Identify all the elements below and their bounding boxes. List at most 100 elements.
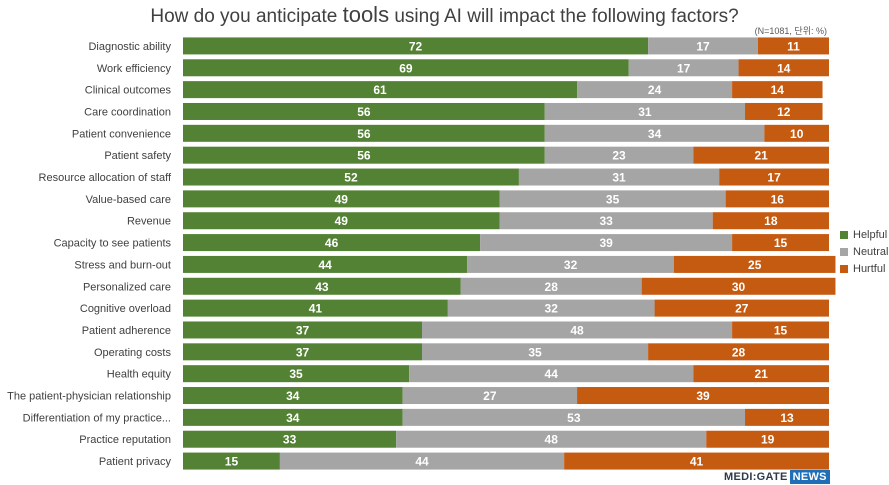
value-label-helpful-patient-convenience: 56	[357, 127, 371, 141]
bar-hurtful-stress-and-burn-out	[673, 255, 836, 273]
bar-hurtful-practice-reputation	[706, 430, 829, 448]
legend-item-hurtful: Hurtful	[840, 260, 888, 277]
value-label-neutral-health-equity: 44	[545, 367, 559, 381]
value-label-helpful-work-efficiency: 69	[399, 61, 413, 75]
bar-hurtful-patient-convenience	[764, 124, 829, 142]
value-label-neutral-capacity-to-see-patients: 39	[599, 236, 613, 250]
value-label-helpful-health-equity: 35	[289, 367, 303, 381]
legend-item-neutral: Neutral	[840, 243, 888, 260]
value-label-hurtful-cognitive-overload: 27	[735, 302, 749, 316]
bar-hurtful-diagnostic-ability	[757, 37, 829, 55]
value-label-neutral-stress-and-burn-out: 32	[564, 258, 578, 272]
category-label-value-based-care: Value-based care	[86, 194, 171, 206]
bar-helpful-revenue	[183, 212, 500, 230]
value-label-neutral-resource-allocation-of-staff: 31	[612, 171, 626, 185]
bar-neutral-health-equity	[409, 365, 694, 383]
bar-neutral-capacity-to-see-patients	[480, 234, 733, 252]
value-label-helpful-practice-reputation: 33	[283, 433, 297, 447]
bar-neutral-operating-costs	[422, 343, 649, 361]
category-label-practice-reputation: Practice reputation	[79, 434, 171, 446]
value-label-neutral-the-patient-physician-relationship: 27	[483, 389, 497, 403]
bar-helpful-work-efficiency	[183, 59, 629, 77]
value-label-hurtful-care-coordination: 12	[777, 105, 791, 119]
value-label-hurtful-resource-allocation-of-staff: 17	[767, 171, 781, 185]
chart-title-emphasis: tools	[342, 2, 390, 27]
bar-hurtful-patient-adherence	[732, 321, 829, 339]
value-label-helpful-cognitive-overload: 41	[309, 302, 323, 316]
value-label-neutral-value-based-care: 35	[606, 192, 620, 206]
bar-hurtful-health-equity	[693, 365, 829, 383]
bar-hurtful-differentiation-of-my-practice	[745, 408, 829, 426]
bar-hurtful-revenue	[712, 212, 829, 230]
bar-hurtful-patient-privacy	[564, 452, 829, 470]
legend-item-helpful: Helpful	[840, 226, 888, 243]
value-label-hurtful-practice-reputation: 19	[761, 433, 775, 447]
value-label-hurtful-value-based-care: 16	[771, 192, 785, 206]
bar-helpful-care-coordination	[183, 102, 545, 120]
bar-neutral-the-patient-physician-relationship	[402, 387, 578, 405]
bar-hurtful-operating-costs	[648, 343, 829, 361]
value-label-hurtful-diagnostic-ability: 11	[787, 39, 800, 53]
value-label-hurtful-health-equity: 21	[754, 367, 768, 381]
value-label-hurtful-revenue: 18	[764, 214, 778, 228]
category-label-clinical-outcomes: Clinical outcomes	[85, 85, 172, 97]
chart-subtitle: (N=1081, 단위: %)	[754, 26, 827, 36]
value-label-helpful-resource-allocation-of-staff: 52	[344, 171, 358, 185]
bar-helpful-the-patient-physician-relationship	[183, 387, 403, 405]
category-label-resource-allocation-of-staff: Resource allocation of staff	[39, 172, 172, 184]
category-label-cognitive-overload: Cognitive overload	[80, 303, 171, 315]
bar-helpful-cognitive-overload	[183, 299, 448, 317]
value-label-hurtful-operating-costs: 28	[732, 345, 746, 359]
chart-title-part-3: using AI will impact the following facto…	[389, 6, 739, 27]
bar-helpful-personalized-care	[183, 277, 461, 295]
legend-swatch-hurtful	[840, 264, 848, 273]
legend-label-neutral: Neutral	[853, 245, 889, 258]
value-label-helpful-differentiation-of-my-practice: 34	[286, 411, 300, 425]
bar-neutral-patient-privacy	[279, 452, 565, 470]
category-label-revenue: Revenue	[127, 216, 171, 228]
bar-neutral-cognitive-overload	[447, 299, 655, 317]
bar-helpful-operating-costs	[183, 343, 423, 361]
bar-helpful-patient-safety	[183, 146, 545, 164]
bar-neutral-patient-adherence	[422, 321, 733, 339]
category-label-patient-privacy: Patient privacy	[99, 456, 172, 468]
value-label-helpful-personalized-care: 43	[315, 280, 329, 294]
bar-neutral-personalized-care	[460, 277, 642, 295]
value-label-helpful-diagnostic-ability: 72	[409, 39, 423, 53]
bar-neutral-practice-reputation	[396, 430, 707, 448]
category-label-differentiation-of-my-practice: Differentiation of my practice...	[23, 412, 171, 424]
value-label-neutral-operating-costs: 35	[528, 345, 542, 359]
bar-hurtful-the-patient-physician-relationship	[577, 387, 829, 405]
category-label-patient-convenience: Patient convenience	[72, 128, 171, 140]
category-label-personalized-care: Personalized care	[83, 281, 171, 293]
value-label-neutral-differentiation-of-my-practice: 53	[567, 411, 581, 425]
bar-neutral-revenue	[499, 212, 713, 230]
value-label-neutral-personalized-care: 28	[545, 280, 559, 294]
bar-helpful-health-equity	[183, 365, 410, 383]
value-label-neutral-patient-adherence: 48	[570, 323, 584, 337]
bar-hurtful-cognitive-overload	[654, 299, 829, 317]
bar-hurtful-personalized-care	[641, 277, 836, 295]
category-label-diagnostic-ability: Diagnostic ability	[88, 41, 171, 53]
category-label-capacity-to-see-patients: Capacity to see patients	[54, 238, 172, 250]
category-label-stress-and-burn-out: Stress and burn-out	[74, 259, 171, 271]
bar-helpful-diagnostic-ability	[183, 37, 649, 55]
bar-helpful-resource-allocation-of-staff	[183, 168, 519, 186]
value-label-hurtful-capacity-to-see-patients: 15	[774, 236, 788, 250]
value-label-neutral-patient-convenience: 34	[648, 127, 662, 141]
bar-helpful-value-based-care	[183, 190, 500, 208]
bar-hurtful-value-based-care	[725, 190, 829, 208]
value-label-helpful-clinical-outcomes: 61	[373, 83, 387, 97]
bar-neutral-value-based-care	[499, 190, 726, 208]
value-label-neutral-cognitive-overload: 32	[545, 302, 559, 316]
value-label-hurtful-patient-adherence: 15	[774, 323, 788, 337]
category-label-operating-costs: Operating costs	[94, 347, 172, 359]
bar-neutral-diagnostic-ability	[648, 37, 758, 55]
bar-hurtful-resource-allocation-of-staff	[719, 168, 829, 186]
value-label-hurtful-patient-privacy: 41	[690, 455, 704, 469]
bar-hurtful-patient-safety	[693, 146, 829, 164]
bar-helpful-capacity-to-see-patients	[183, 234, 481, 252]
value-label-neutral-work-efficiency: 17	[677, 61, 691, 75]
value-label-helpful-capacity-to-see-patients: 46	[325, 236, 339, 250]
category-label-work-efficiency: Work efficiency	[97, 63, 172, 75]
